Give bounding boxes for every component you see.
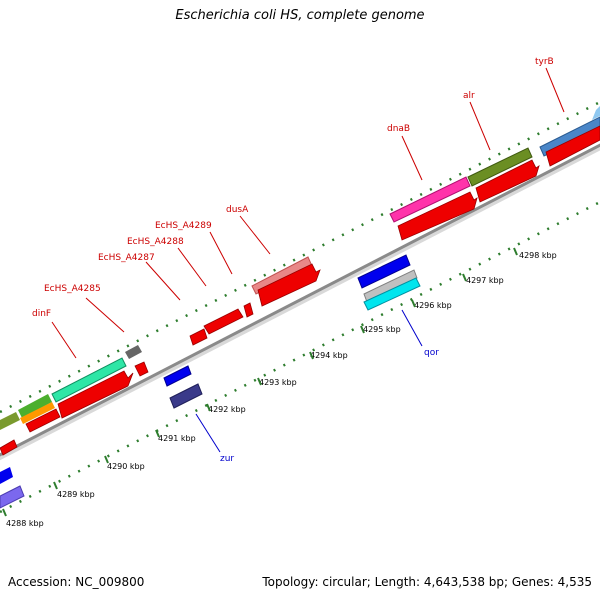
tick-label: 4289 kbp: [57, 490, 95, 499]
gene-box-cyan-qor: [363, 277, 421, 311]
genome-stats-text: Topology: circular; Length: 4,643,538 bp…: [262, 575, 592, 589]
gene-box-navy-zur: [169, 383, 203, 409]
gene-label-EcHS_A4285: EcHS_A4285: [44, 284, 101, 294]
tick-label: 4297 kbp: [466, 276, 504, 285]
upper-callouts: [51, 67, 565, 359]
upper-labels: dinF EcHS_A4285 EcHS_A4287 EcHS_A4288 Ec…: [32, 57, 554, 319]
gene-box-blue-left: [0, 467, 13, 484]
lower-track-dots: [0, 200, 600, 514]
gene-label-zur: zur: [220, 454, 234, 464]
map-title: Escherichia coli HS, complete genome: [175, 8, 425, 23]
tick-label: 4292 kbp: [208, 405, 246, 414]
gene-box-steelblue: [539, 116, 600, 157]
gene-label-dnaB: dnaB: [387, 124, 410, 134]
gene-label-dinF: dinF: [32, 309, 51, 319]
gene-label-EcHS_A4289: EcHS_A4289: [155, 221, 212, 231]
tick-label: 4298 kbp: [519, 251, 557, 260]
gene-box-orange: [20, 402, 55, 424]
gene-label-tyrB: tyrB: [535, 57, 554, 67]
gene-box-green-teal: [51, 357, 127, 403]
tick-label: 4290 kbp: [107, 462, 145, 471]
lower-features: [0, 254, 421, 509]
tick-label: 4296 kbp: [414, 301, 452, 310]
gene-box-silver-qor: [363, 269, 418, 303]
ruler: 4288 kbp 4289 kbp 4290 kbp 4291 kbp 4292…: [2, 247, 557, 528]
gene-label-EcHS_A4287: EcHS_A4287: [98, 253, 155, 263]
upper-features: [0, 106, 600, 430]
gene-label-EcHS_A4288: EcHS_A4288: [127, 237, 184, 247]
gene-box-magenta: [389, 176, 471, 223]
gene-box-green-small: [18, 394, 52, 418]
tick-label: 4294 kbp: [310, 351, 348, 360]
gene-box-slateblue-left: [0, 485, 25, 509]
lower-callouts: [195, 309, 423, 453]
gene-box-olive-small: [0, 412, 20, 430]
tick-label: 4295 kbp: [363, 325, 401, 334]
gene-label-alr: alr: [463, 91, 475, 101]
gene-box-olive: [467, 147, 533, 187]
tick-label: 4288 kbp: [6, 519, 44, 528]
gene-label-dusA: dusA: [226, 205, 249, 215]
gene-label-qor: qor: [424, 348, 439, 358]
tick-label: 4291 kbp: [158, 434, 196, 443]
lower-labels: zur qor: [220, 348, 439, 464]
tick-label: 4293 kbp: [259, 378, 297, 387]
genome-backbone: [0, 143, 600, 461]
upper-track-dots: [0, 100, 600, 414]
gene-box-blue-qor: [357, 254, 411, 289]
accession-text: Accession: NC_009800: [8, 575, 145, 589]
gene-box-gray: [125, 345, 142, 359]
upper-cds-arrows: [0, 125, 600, 456]
gene-box-lightblue-edge: [592, 106, 600, 120]
gene-box-blue-zur: [163, 365, 192, 387]
